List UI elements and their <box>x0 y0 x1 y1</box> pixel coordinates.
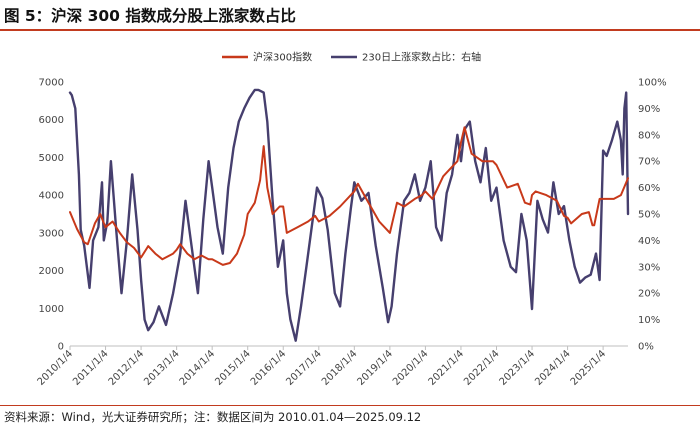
x-tick-label: 2011/1/4 <box>71 348 111 388</box>
y-right-tick-label: 80% <box>638 130 660 141</box>
x-tick-label: 2012/1/4 <box>107 348 147 388</box>
y-left-tick-label: 7000 <box>39 78 64 89</box>
y-right-tick-label: 70% <box>638 157 660 168</box>
x-tick-label: 2025/1/4 <box>569 348 609 388</box>
series-line-csi300 <box>69 126 629 266</box>
y-right-tick-label: 90% <box>638 104 660 115</box>
x-tick-label: 2018/1/4 <box>320 348 360 388</box>
x-tick-label: 2013/1/4 <box>142 348 182 388</box>
y-left-tick-label: 0 <box>58 342 64 353</box>
y-left-tick-label: 4000 <box>39 191 64 202</box>
figure-title: 图 5：沪深 300 指数成分股上涨家数占比 <box>4 7 296 25</box>
y-left-tick-label: 2000 <box>39 266 64 277</box>
x-tick-label: 2014/1/4 <box>178 348 218 388</box>
y-left-tick-label: 1000 <box>39 304 64 315</box>
x-tick-label: 2019/1/4 <box>355 348 395 388</box>
x-tick-label: 2020/1/4 <box>391 348 431 388</box>
legend-item-advance-ratio-label: 230日上涨家数占比：右轴 <box>362 51 481 64</box>
dual-axis-line-chart: 0 1000 2000 3000 4000 5000 6000 7000 0% 10% 20% 30%… <box>36 51 667 388</box>
y-right-tick-label: 0% <box>638 342 654 353</box>
x-tick-label: 2023/1/4 <box>498 348 538 388</box>
x-tick-label: 2016/1/4 <box>249 348 289 388</box>
y-right-tick-label: 10% <box>638 315 660 326</box>
x-tick-label: 2024/1/4 <box>533 348 573 388</box>
y-right-tick-label: 100% <box>638 78 667 89</box>
top-rule <box>0 29 700 31</box>
y-left-tick-label: 6000 <box>39 115 64 126</box>
x-tick-label: 2010/1/4 <box>36 348 76 388</box>
legend-item-csi300-label: 沪深300指数 <box>253 51 312 64</box>
source-note: 资料来源：Wind，光大证券研究所；注：数据区间为 2010.01.04—202… <box>4 410 422 424</box>
y-right-tick-label: 50% <box>638 210 660 221</box>
x-tick-label: 2022/1/4 <box>462 348 502 388</box>
x-tick-label: 2015/1/4 <box>213 348 253 388</box>
y-right-tick-label: 60% <box>638 183 660 194</box>
x-tick-label: 2017/1/4 <box>284 348 324 388</box>
y-right-tick-label: 30% <box>638 262 660 273</box>
y-left-tick-label: 5000 <box>39 153 64 164</box>
series-line-advance-ratio <box>68 88 630 342</box>
bottom-rule <box>0 405 700 406</box>
y-right-tick-label: 40% <box>638 236 660 247</box>
x-tick-label: 2021/1/4 <box>427 348 467 388</box>
y-left-tick-label: 3000 <box>39 228 64 239</box>
y-right-tick-label: 20% <box>638 289 660 300</box>
